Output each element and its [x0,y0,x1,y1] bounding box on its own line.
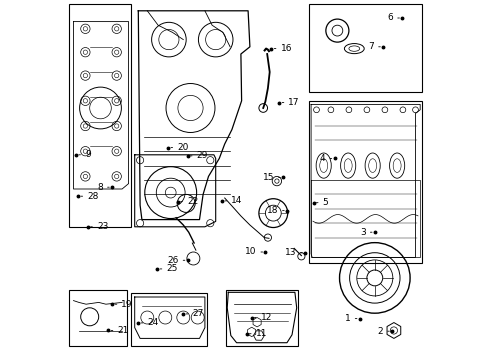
Text: 6: 6 [386,13,392,22]
Text: 16: 16 [280,44,291,53]
Text: 4: 4 [319,154,325,163]
Text: 19: 19 [121,300,133,309]
Text: 24: 24 [147,318,158,328]
Text: 15: 15 [262,173,273,182]
Text: 13: 13 [284,248,295,257]
Text: 14: 14 [231,197,242,205]
Text: 8: 8 [97,183,103,192]
Text: 29: 29 [196,152,207,161]
Text: 2: 2 [377,327,382,336]
Text: 28: 28 [87,192,99,201]
Text: 21: 21 [117,326,128,335]
Text: 20: 20 [177,143,188,152]
Text: 22: 22 [186,197,198,206]
Text: 12: 12 [260,313,271,322]
Text: 1: 1 [344,314,350,323]
Text: 18: 18 [266,206,277,215]
Text: 17: 17 [288,98,299,107]
Text: 9: 9 [85,150,91,159]
Text: 27: 27 [192,309,203,318]
Text: 5: 5 [322,198,328,207]
Text: 25: 25 [166,264,178,274]
Text: 3: 3 [359,228,365,237]
Text: 26: 26 [167,256,178,265]
Text: 10: 10 [244,248,256,256]
Text: 11: 11 [255,329,266,338]
Text: 7: 7 [367,42,373,51]
Text: 23: 23 [97,222,108,231]
